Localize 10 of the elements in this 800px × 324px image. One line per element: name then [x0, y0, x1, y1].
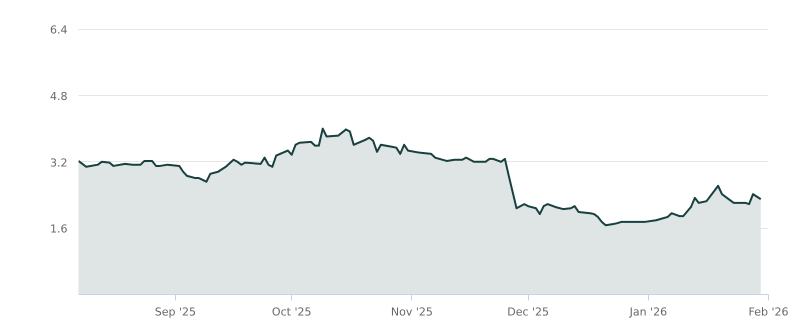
x-tick-label: Jan '26 — [628, 306, 668, 318]
y-tick-label: 3.2 — [50, 156, 68, 170]
x-tick-label: Oct '25 — [272, 306, 312, 318]
x-tick-label: Nov '25 — [390, 306, 433, 318]
y-tick-label: 4.8 — [50, 90, 68, 103]
x-tick-label: Sep '25 — [154, 306, 196, 318]
x-tick-label: Feb '26 — [748, 306, 789, 318]
y-tick-label: 6.4 — [50, 24, 68, 37]
x-tick-label: Dec '25 — [507, 306, 550, 318]
y-tick-label: 1.6 — [50, 222, 68, 236]
